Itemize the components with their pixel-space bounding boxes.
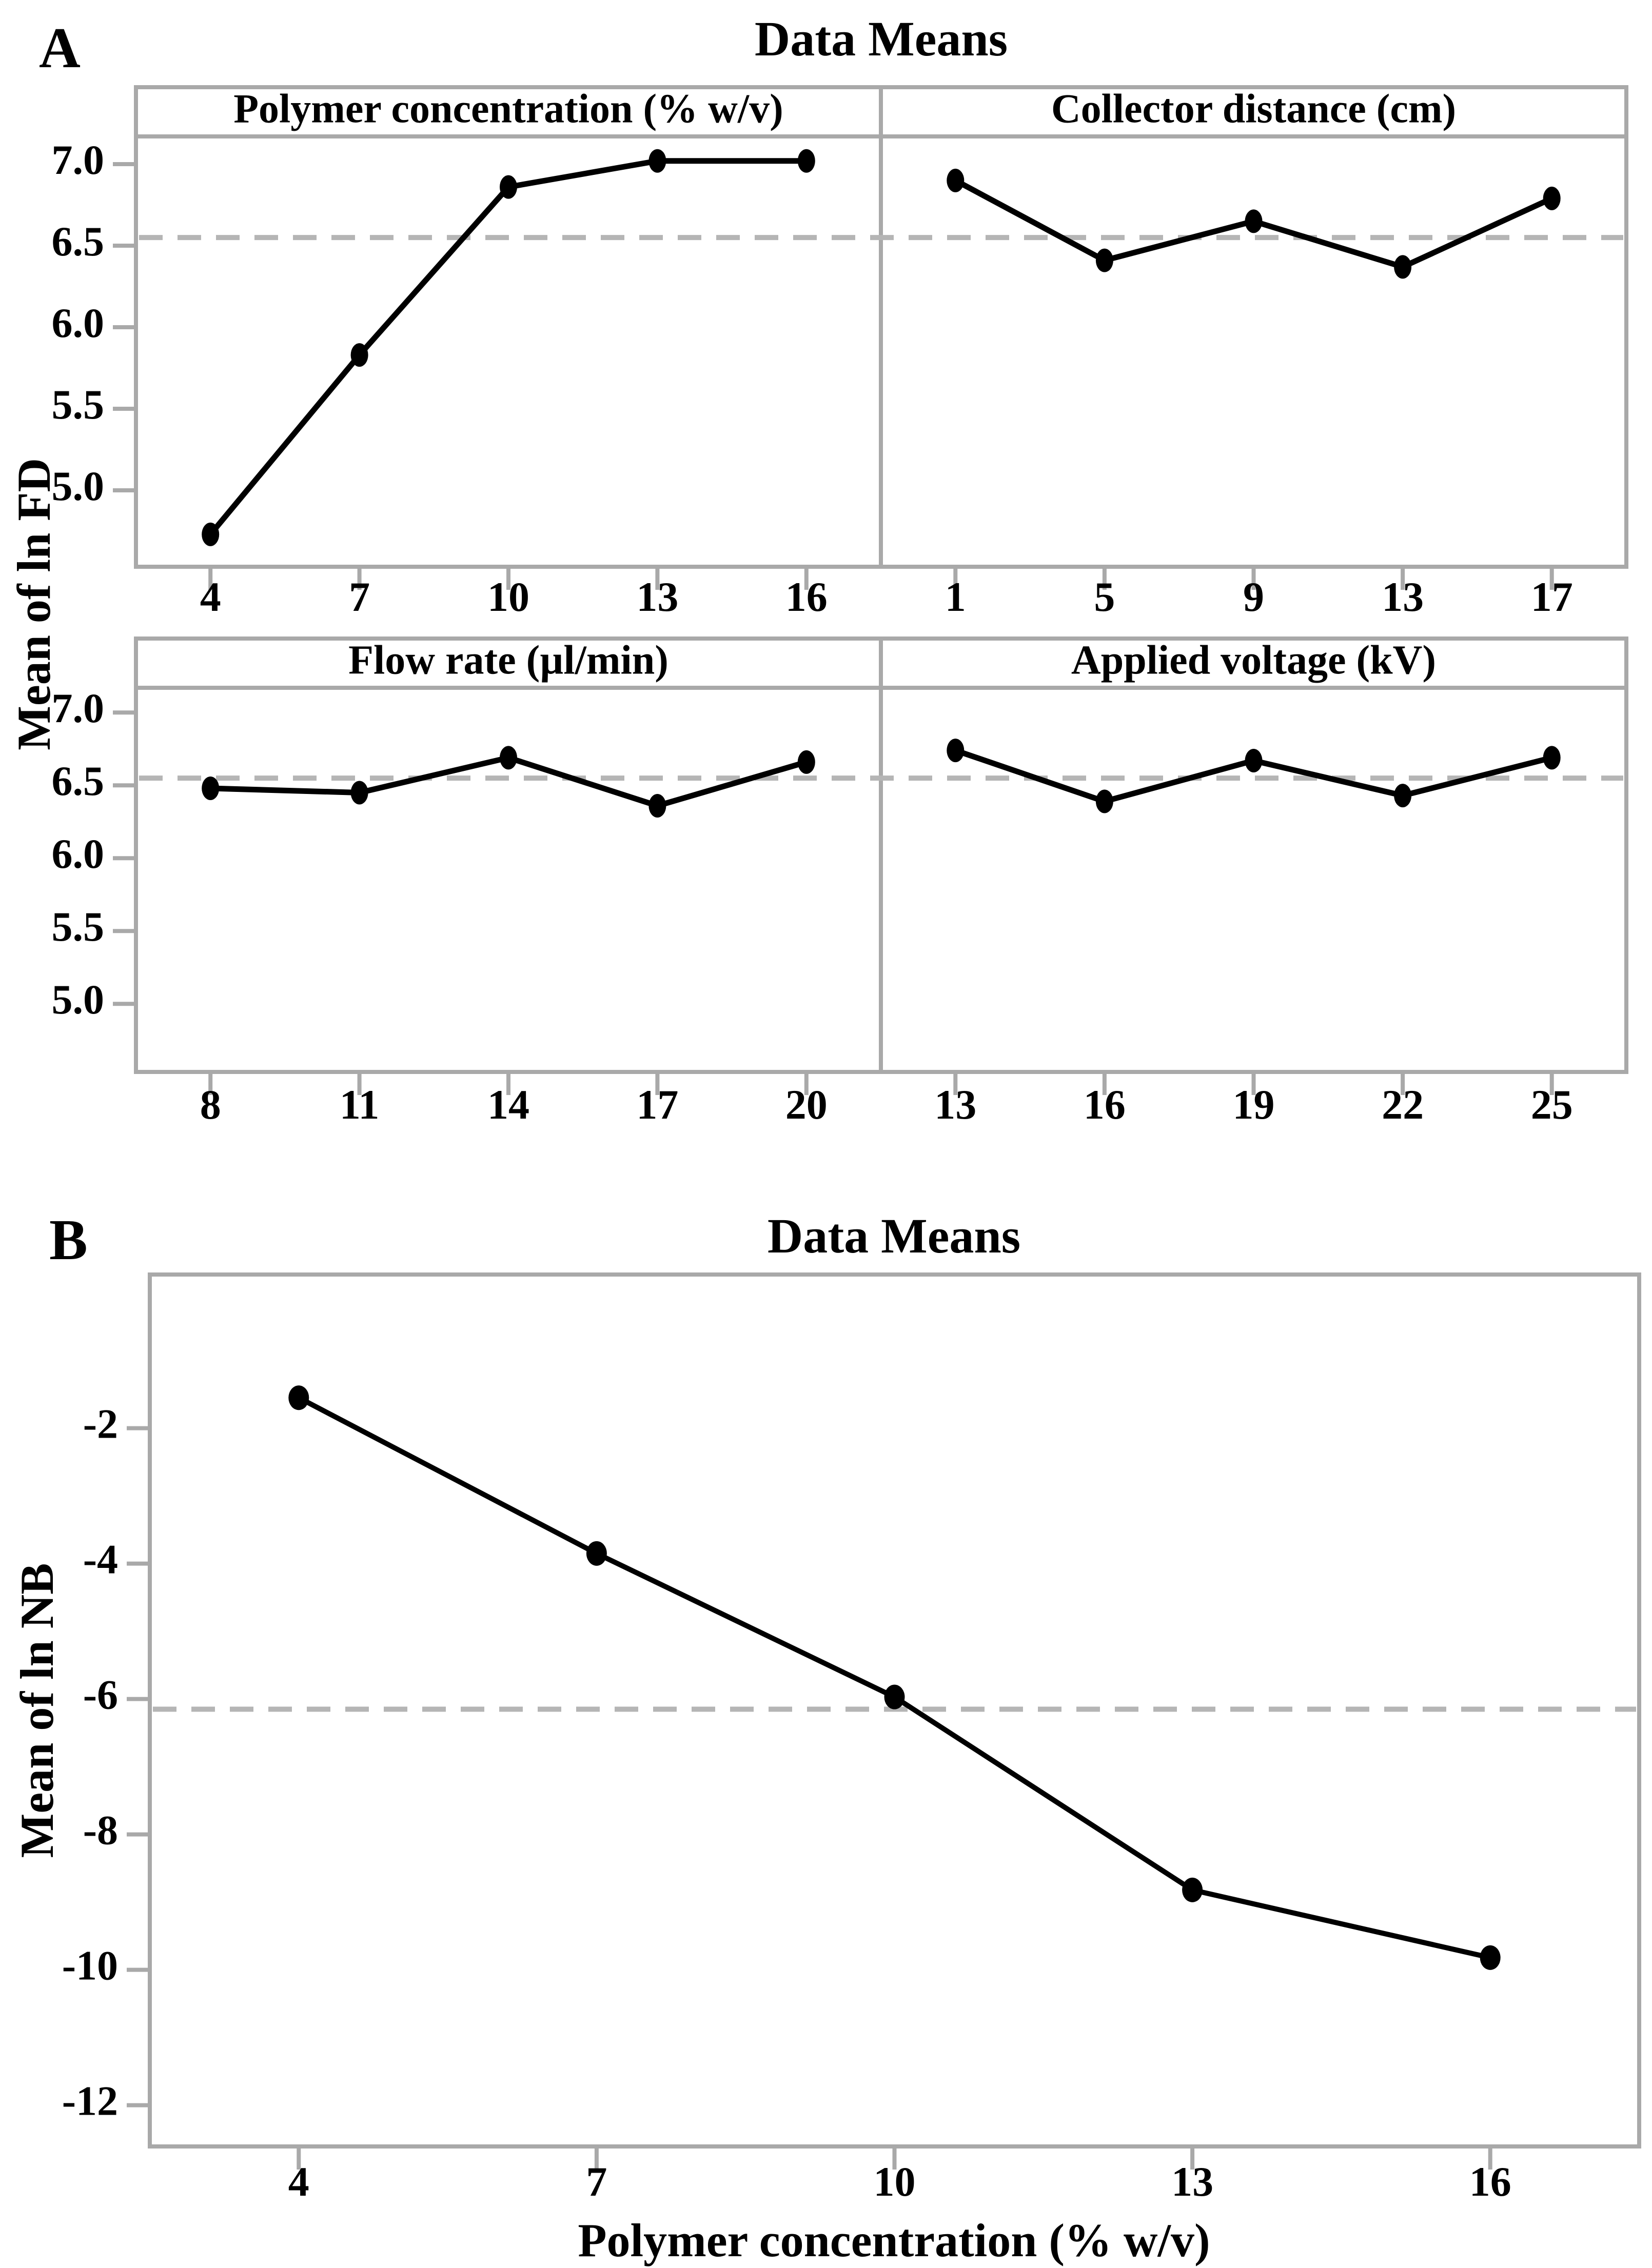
x-tick-label: 10	[487, 573, 529, 620]
series-line	[207, 158, 810, 538]
data-point	[202, 522, 220, 546]
data-point	[797, 750, 815, 774]
x-tick-label: 13	[1171, 2158, 1213, 2205]
data-point	[1394, 784, 1412, 808]
series-line	[296, 1395, 1493, 1960]
data-point	[947, 739, 965, 763]
y-tick-label: 5.5	[52, 381, 105, 428]
x-tick-label: 16	[785, 573, 828, 620]
x-tick-label: 5	[1094, 573, 1115, 620]
y-tick-label: 5.0	[52, 976, 105, 1023]
x-tick-label: 25	[1531, 1081, 1573, 1128]
x-tick-label: 19	[1233, 1081, 1275, 1128]
y-tick-label: 6.0	[52, 830, 105, 877]
x-tick-label: 20	[785, 1081, 828, 1128]
y-tick-label: -12	[62, 2077, 118, 2124]
x-tick-label: 10	[874, 2158, 916, 2205]
y-tick-label: 7.0	[52, 136, 105, 183]
y-tick-label: -10	[62, 1942, 118, 1988]
data-point	[500, 175, 517, 199]
x-tick-label: 16	[1084, 1081, 1126, 1128]
subplot-title: Collector distance (cm)	[1051, 86, 1456, 131]
data-point	[1182, 1877, 1203, 1902]
data-point	[947, 168, 965, 192]
x-tick-label: 14	[487, 1081, 529, 1128]
x-tick-label: 13	[934, 1081, 976, 1128]
y-tick-label: -2	[83, 1400, 118, 1447]
x-tick-label: 7	[349, 573, 370, 620]
y-tick-label: 6.5	[52, 218, 105, 265]
x-tick-label: 13	[636, 573, 678, 620]
data-point	[350, 343, 368, 367]
panel-a-label: A	[39, 16, 81, 80]
x-tick-label: 22	[1382, 1081, 1424, 1128]
y-tick-label: 5.5	[52, 903, 105, 950]
x-tick-label: 1	[945, 573, 966, 620]
y-tick-label: -4	[83, 1536, 118, 1582]
x-tick-label: 16	[1469, 2158, 1511, 2205]
x-tick-label: 4	[200, 573, 221, 620]
data-point	[288, 1385, 309, 1410]
panel-b-x-axis-label: Polymer concentration (% w/v)	[578, 2214, 1210, 2266]
panel-a-y-axis-label: Mean of ln FD	[8, 458, 60, 750]
data-point	[202, 776, 220, 800]
x-tick-label: 9	[1243, 573, 1264, 620]
x-tick-label: 17	[636, 1081, 678, 1128]
y-tick-label: 6.5	[52, 758, 105, 804]
y-tick-label: 5.0	[52, 463, 105, 509]
data-point	[884, 1684, 905, 1709]
data-point	[1480, 1945, 1501, 1970]
data-point	[1394, 255, 1412, 279]
x-tick-label: 17	[1531, 573, 1573, 620]
x-tick-label: 11	[340, 1081, 379, 1128]
panel-a-title: Data Means	[754, 11, 1008, 66]
data-point	[1543, 186, 1561, 210]
subplot-title: Polymer concentration (% w/v)	[233, 86, 783, 131]
data-point	[1543, 746, 1561, 770]
data-point	[648, 794, 666, 818]
x-tick-label: 7	[586, 2158, 607, 2205]
data-point	[586, 1541, 607, 1566]
x-tick-label: 4	[288, 2158, 309, 2205]
panel-b-title: Data Means	[767, 1208, 1021, 1263]
data-point	[1095, 789, 1113, 813]
y-tick-label: -6	[83, 1671, 118, 1718]
subplot-title: Flow rate (µl/min)	[348, 638, 668, 683]
x-tick-label: 13	[1382, 573, 1424, 620]
data-point	[350, 781, 368, 805]
data-point	[1245, 749, 1263, 772]
data-point	[1095, 248, 1113, 272]
y-tick-label: -8	[83, 1806, 118, 1853]
data-point	[648, 149, 666, 173]
panel-b-y-axis-label: Mean of ln NB	[11, 1563, 63, 1858]
y-tick-label: 6.0	[52, 300, 105, 346]
data-point	[500, 746, 517, 770]
x-tick-label: 8	[200, 1081, 221, 1128]
panel-b-label: B	[49, 1208, 88, 1272]
data-point	[1245, 209, 1263, 233]
subplot-title: Applied voltage (kV)	[1071, 638, 1436, 683]
y-tick-label: 7.0	[52, 685, 105, 731]
data-point	[797, 149, 815, 173]
